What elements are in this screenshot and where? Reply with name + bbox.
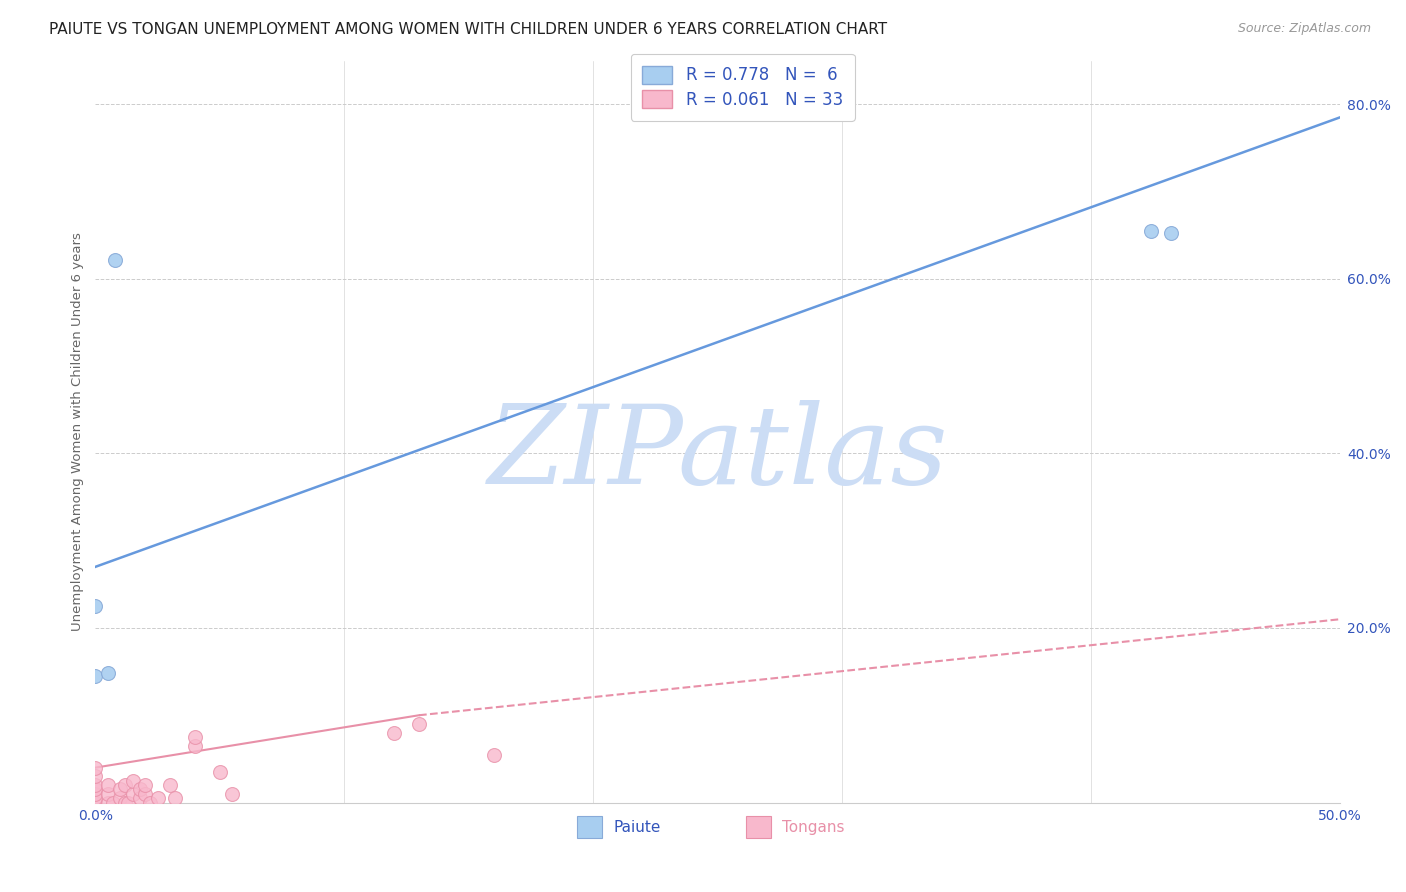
Point — [117, 796, 139, 810]
Legend: R = 0.778   N =  6, R = 0.061   N = 33: R = 0.778 N = 6, R = 0.061 N = 33 — [631, 54, 855, 120]
Point — [134, 778, 156, 792]
Point — [110, 791, 132, 805]
Point — [84, 599, 107, 614]
Point — [84, 778, 107, 792]
Point — [139, 796, 162, 810]
Point — [129, 782, 152, 797]
Point — [84, 669, 107, 683]
Text: PAIUTE VS TONGAN UNEMPLOYMENT AMONG WOMEN WITH CHILDREN UNDER 6 YEARS CORRELATIO: PAIUTE VS TONGAN UNEMPLOYMENT AMONG WOME… — [49, 22, 887, 37]
Point — [97, 787, 120, 801]
Point — [482, 747, 505, 762]
Point — [84, 782, 107, 797]
Point — [84, 796, 107, 810]
Point — [1140, 224, 1163, 238]
Point — [84, 769, 107, 783]
Point — [84, 761, 107, 775]
Point — [1160, 227, 1182, 241]
Point — [163, 791, 186, 805]
Point — [84, 791, 107, 805]
Point — [110, 782, 132, 797]
Point — [84, 787, 107, 801]
Point — [114, 778, 136, 792]
Point — [134, 787, 156, 801]
Point — [159, 778, 181, 792]
Point — [129, 791, 152, 805]
Text: ZIPatlas: ZIPatlas — [488, 400, 948, 508]
Point — [121, 773, 143, 788]
Point — [382, 725, 405, 739]
Point — [146, 791, 169, 805]
Point — [104, 252, 127, 267]
Point — [184, 739, 207, 753]
Point — [97, 778, 120, 792]
Text: Tongans: Tongans — [783, 820, 845, 835]
Point — [101, 796, 124, 810]
Point — [97, 666, 120, 681]
Point — [221, 787, 243, 801]
Point — [114, 796, 136, 810]
Point — [121, 787, 143, 801]
Text: Source: ZipAtlas.com: Source: ZipAtlas.com — [1237, 22, 1371, 36]
Point — [408, 717, 430, 731]
Point — [97, 796, 120, 810]
Y-axis label: Unemployment Among Women with Children Under 6 years: Unemployment Among Women with Children U… — [72, 232, 84, 631]
Point — [184, 730, 207, 744]
Text: Paiute: Paiute — [614, 820, 661, 835]
Point — [208, 764, 231, 779]
